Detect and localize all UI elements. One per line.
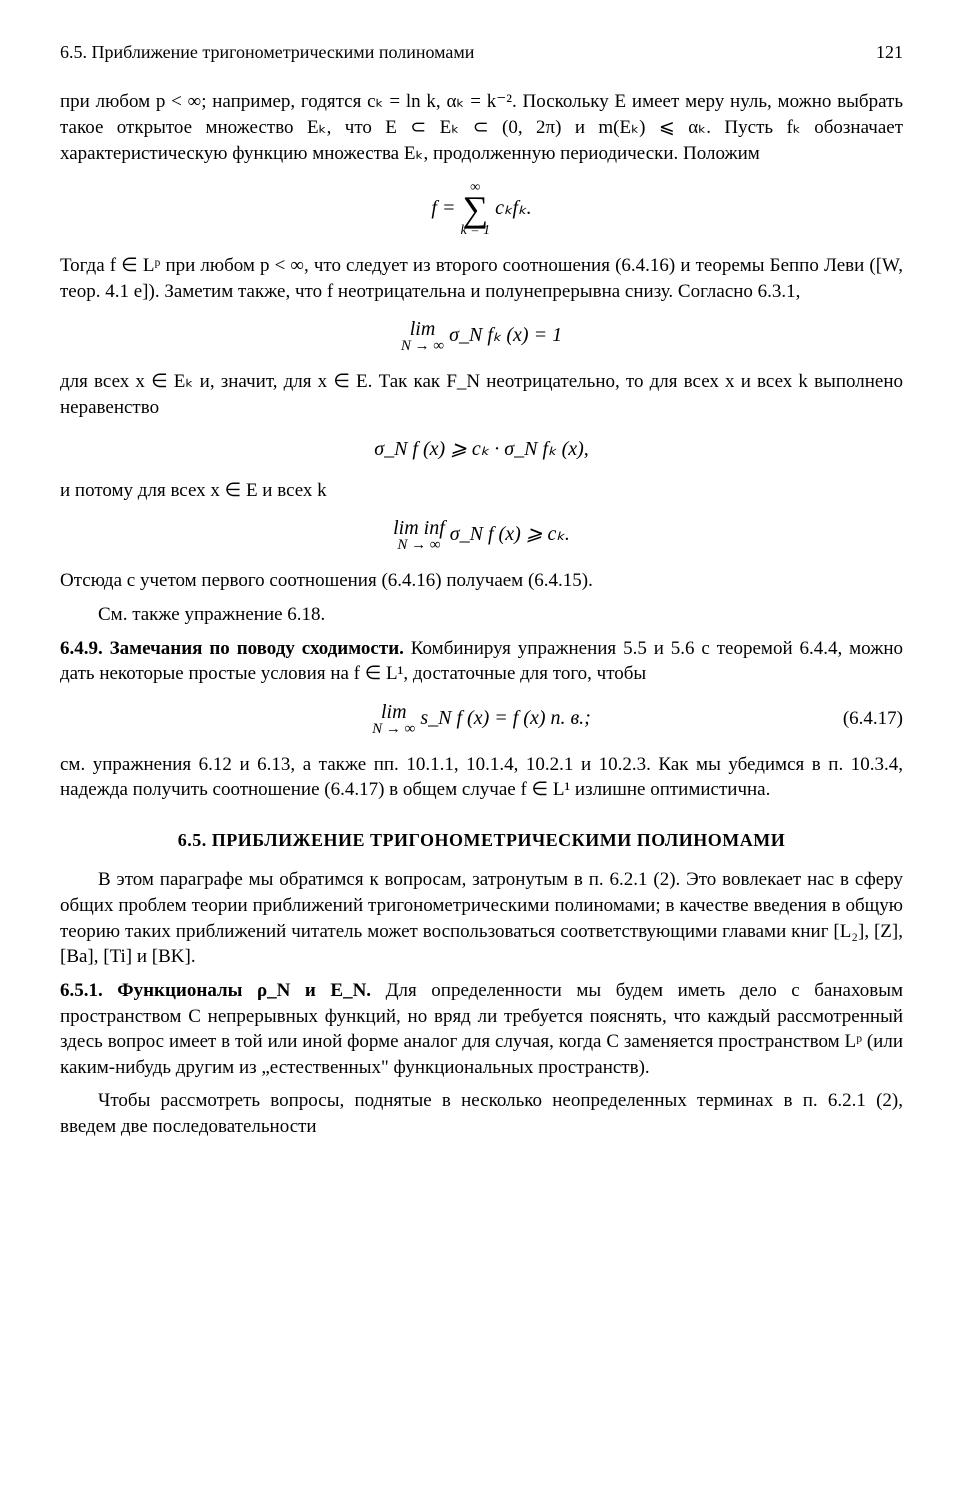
equation-number: (6.4.17) [843,706,903,732]
equation-4: lim infN → ∞ σ_N f (x) ⩾ cₖ. [60,518,903,553]
page-number: 121 [876,40,903,64]
paragraph-8: см. упражнения 6.12 и 6.13, а также пп. … [60,752,903,803]
subsection-heading: 6.5.1. Функционалы ρ_N и E_N. [60,980,371,1001]
equation-2: limN → ∞ σ_N fₖ (x) = 1 [60,319,903,354]
paragraph-4: и потому для всех x ∈ E и всех k [60,478,903,504]
paragraph-1: при любом p < ∞; например, годятся cₖ = … [60,89,903,166]
paragraph-2: Тогда f ∈ Lᵖ при любом p < ∞, что следуе… [60,253,903,304]
paragraph-9: В этом параграфе мы обратимся к вопросам… [60,867,903,970]
header-section: 6.5. Приближение тригонометрическими пол… [60,40,474,64]
sum-symbol: ∞∑k = 1 [460,181,490,238]
paragraph-10: 6.5.1. Функционалы ρ_N и E_N. Для опреде… [60,978,903,1081]
section-title: 6.5. ПРИБЛИЖЕНИЕ ТРИГОНОМЕТРИЧЕСКИМИ ПОЛ… [60,828,903,852]
limit-symbol: limN → ∞ [372,702,415,737]
limit-symbol: limN → ∞ [401,319,444,354]
limit-symbol: lim infN → ∞ [393,518,445,553]
paragraph-6: См. также упражнение 6.18. [60,602,903,628]
paragraph-5: Отсюда с учетом первого соотношения (6.4… [60,568,903,594]
page-header: 6.5. Приближение тригонометрическими пол… [60,40,903,64]
equation-3: σ_N f (x) ⩾ cₖ · σ_N fₖ (x), [60,436,903,463]
equation-1: f = ∞∑k = 1 cₖfₖ. [60,181,903,238]
paragraph-11: Чтобы рассмотреть вопросы, поднятые в не… [60,1088,903,1139]
paragraph-3: для всех x ∈ Eₖ и, значит, для x ∈ E. Та… [60,369,903,420]
equation-5: limN → ∞ s_N f (x) = f (x) п. в.; (6.4.1… [60,702,903,737]
subsection-heading: 6.4.9. Замечания по поводу сходимости. [60,638,404,659]
paragraph-7: 6.4.9. Замечания по поводу сходимости. К… [60,636,903,687]
